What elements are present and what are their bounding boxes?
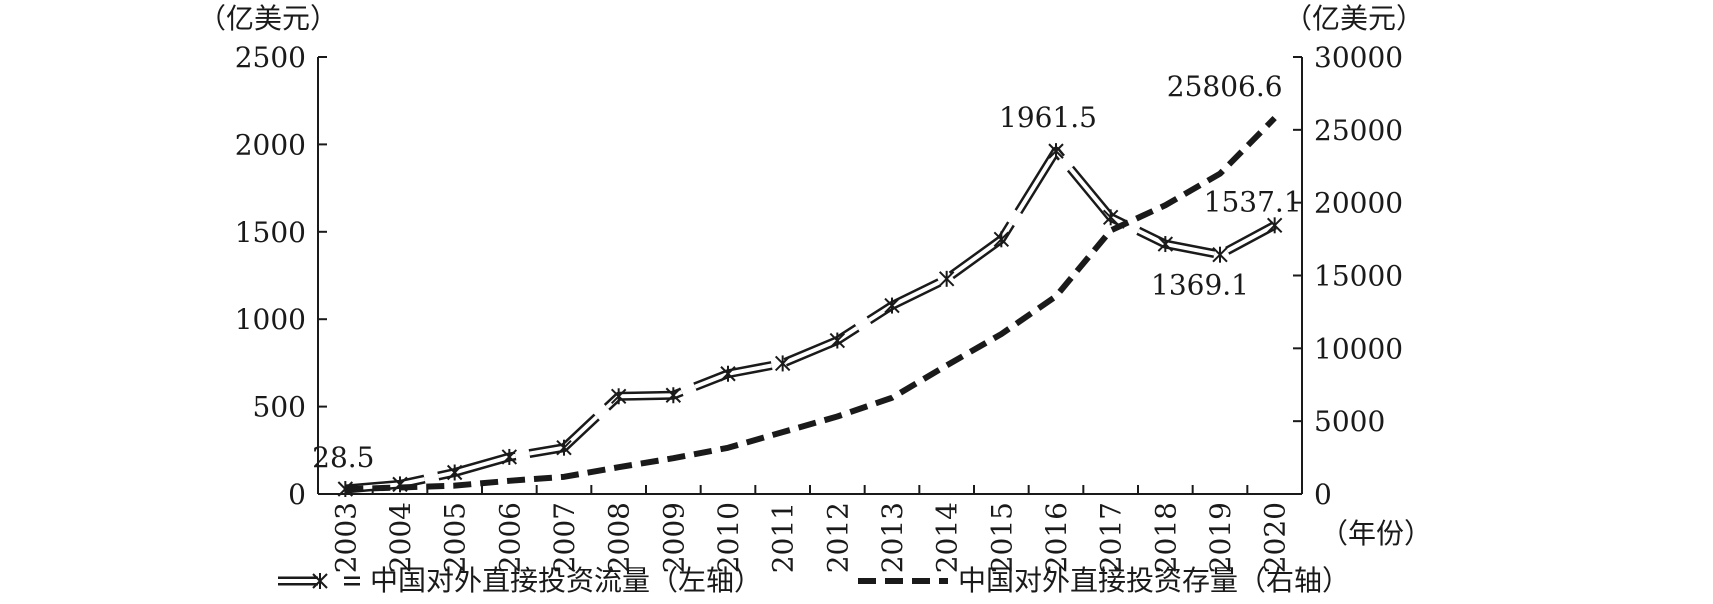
- right-tick-label: 30000: [1314, 41, 1403, 74]
- flow-point: [610, 388, 627, 405]
- flow-point: [1048, 143, 1064, 160]
- right-tick-label: 20000: [1314, 187, 1403, 220]
- flow-point: [938, 270, 955, 287]
- left-tick-label: 2000: [235, 128, 306, 161]
- x-tick-label: 2008: [603, 502, 636, 573]
- flow-point: [1212, 246, 1228, 263]
- x-tick-label: 2015: [985, 502, 1018, 573]
- flow-point: [720, 365, 736, 382]
- left-tick-label: 1500: [235, 216, 306, 249]
- x-tick-label: 2016: [1040, 502, 1073, 573]
- labels: 28.5 1961.5 1369.1 1537.1 25806.6: [312, 70, 1301, 474]
- legend: 中国对外直接投资流量（左轴） 中国对外直接投资存量（右轴）: [278, 564, 1350, 597]
- x-tick-label: 2017: [1095, 502, 1128, 573]
- data-label: 1961.5: [999, 101, 1097, 134]
- series-flow-inner: [345, 149, 1276, 492]
- x-tick-label: 2006: [493, 502, 526, 573]
- x-tick-label: 2018: [1149, 502, 1182, 573]
- x-tick-label: 2011: [767, 502, 800, 573]
- legend-label-flow: 中国对外直接投资流量（左轴）: [370, 564, 762, 597]
- flow-point: [446, 464, 463, 481]
- left-tick-label: 0: [288, 478, 306, 511]
- legend-label-stock: 中国对外直接投资存量（右轴）: [958, 564, 1350, 597]
- right-tick-label: 25000: [1314, 114, 1403, 147]
- x-tick-label: 2007: [548, 502, 581, 573]
- right-tick-label: 5000: [1314, 405, 1385, 438]
- markers: [337, 143, 1283, 498]
- left-tick-label: 1000: [235, 303, 306, 336]
- data-label: 1369.1: [1151, 269, 1249, 302]
- x-tick-label: 2012: [821, 502, 854, 573]
- right-tick-label: 15000: [1314, 260, 1403, 293]
- data-label: 1537.1: [1204, 185, 1302, 218]
- flow-point: [774, 355, 791, 372]
- series-stock-line: [345, 115, 1277, 493]
- x-tick-label: 2019: [1204, 502, 1237, 573]
- data-label: 28.5: [312, 441, 374, 474]
- x-tick-label: 2013: [876, 502, 909, 573]
- x-tick-label: 2009: [657, 502, 690, 573]
- flow-point: [1102, 209, 1119, 226]
- legend-flow-marker: [312, 573, 328, 589]
- x-tick-label: 2014: [931, 502, 964, 573]
- flow-point: [501, 448, 518, 465]
- flow-point: [665, 387, 682, 404]
- right-tick-label: 10000: [1314, 332, 1403, 365]
- flow-point: [1266, 217, 1283, 234]
- x-axis-unit: （年份）: [1320, 517, 1432, 550]
- right-tick-label: 0: [1314, 478, 1332, 511]
- x-tick-label: 2010: [712, 502, 745, 573]
- x-tick-label: 2020: [1259, 502, 1292, 573]
- series-lines: [344, 115, 1277, 494]
- flow-point: [1157, 236, 1174, 253]
- x-tick-label: 2005: [439, 502, 472, 573]
- ticks: 0500100015002000250005000100001500020000…: [235, 41, 1403, 573]
- x-tick-label: 2003: [329, 502, 362, 573]
- left-tick-label: 500: [253, 391, 306, 424]
- x-tick-label: 2004: [384, 502, 417, 573]
- left-tick-label: 2500: [235, 41, 306, 74]
- flow-point: [392, 476, 408, 493]
- flow-point: [884, 297, 900, 314]
- flow-point: [993, 231, 1010, 248]
- data-label: 25806.6: [1167, 70, 1283, 103]
- right-axis-unit: （亿美元）: [1284, 2, 1424, 35]
- flow-point: [556, 439, 572, 456]
- series-flow-outer: [344, 146, 1277, 494]
- flow-point: [337, 481, 354, 498]
- flow-point: [829, 332, 846, 349]
- left-axis-unit: （亿美元）: [198, 2, 338, 35]
